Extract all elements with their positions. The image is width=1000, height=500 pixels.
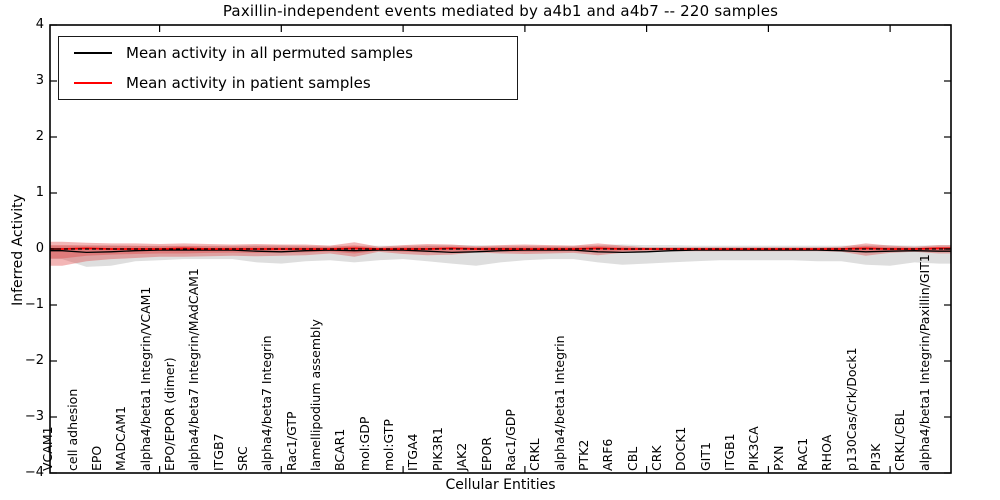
x-tick-label: MADCAM1 [113,406,129,471]
x-tick-label: RAC1 [795,437,811,471]
patient-line-swatch [74,81,112,84]
x-tick-label: EPOR [478,437,494,471]
x-tick-label: ITGA4 [405,433,421,471]
x-tick-label: ITGB1 [722,433,737,471]
x-axis-label: Cellular Entities [445,477,556,493]
x-tick-label: ARF6 [600,438,616,471]
y-tick-label: −3 [24,409,44,424]
x-tick-label: PIK3CA [746,426,762,471]
chart-title: Paxillin-independent events mediated by … [222,2,779,20]
y-tick-label: −2 [24,353,44,368]
x-tick-label: ITGB7 [210,433,226,471]
y-tick-label: 0 [35,241,44,256]
x-tick-label: GIT1 [697,442,713,471]
band-patient-samples-range-outer [50,241,951,266]
x-tick-label: PXN [770,445,786,471]
y-tick-label: 2 [35,129,44,144]
x-tick-label: SRC [234,446,250,471]
x-tick-label: Rac1/GDP [502,409,518,471]
x-tick-label: Rac1/GTP [283,411,299,471]
x-tick-label: p130Cas/Crk/Dock1 [843,347,859,471]
y-tick-label: −4 [24,465,44,480]
x-tick-label: mol:GTP [381,419,397,471]
x-tick-label: CBL [624,446,640,471]
legend-item-permuted: Mean activity in all permuted samples [59,40,517,66]
y-tick-label: −1 [24,297,44,312]
x-tick-label: alpha4/beta7 Integrin/MAdCAM1 [186,268,202,471]
y-tick-label: 1 [35,185,44,200]
x-tick-label: cell adhesion [64,388,80,471]
x-tick-label: CRKL/CBL [892,409,908,471]
x-tick-label: PTK2 [575,439,591,471]
x-tick-label: CRK [648,445,664,471]
x-tick-label: BCAR1 [332,428,348,471]
legend-item-patient: Mean activity in patient samples [59,70,517,96]
x-tick-label: alpha4/beta7 Integrin [259,335,275,471]
x-tick-label: CRKL [527,438,543,471]
x-tick-label: EPO/EPOR (dimer) [161,357,177,471]
x-tick-label: alpha4/beta1 Integrin/Paxillin/GIT1 [916,254,932,471]
permuted-line-swatch [74,52,112,55]
legend-label-permuted: Mean activity in all permuted samples [126,44,413,63]
y-tick-label: 3 [35,73,44,88]
x-tick-label: PIK3R1 [429,426,445,471]
x-tick-label: alpha4/beta1 Integrin/VCAM1 [137,286,153,471]
x-tick-label: EPO [88,445,104,471]
x-tick-label: alpha4/beta1 Integrin [551,335,567,471]
x-tick-label: JAK2 [454,442,470,471]
legend-label-patient: Mean activity in patient samples [126,73,371,92]
x-tick-label: PI3K [868,443,884,471]
legend: Mean activity in all permuted samples Me… [58,36,518,100]
y-tick-label: 4 [35,17,44,32]
x-tick-label: VCAM1 [40,426,56,471]
x-tick-label: DOCK1 [673,426,689,471]
permuted-mean-line [50,249,951,254]
x-tick-label: RHOA [819,434,835,471]
x-tick-label: mol:GDP [356,416,372,471]
x-tick-label: lamellipodium assembly [308,319,324,471]
